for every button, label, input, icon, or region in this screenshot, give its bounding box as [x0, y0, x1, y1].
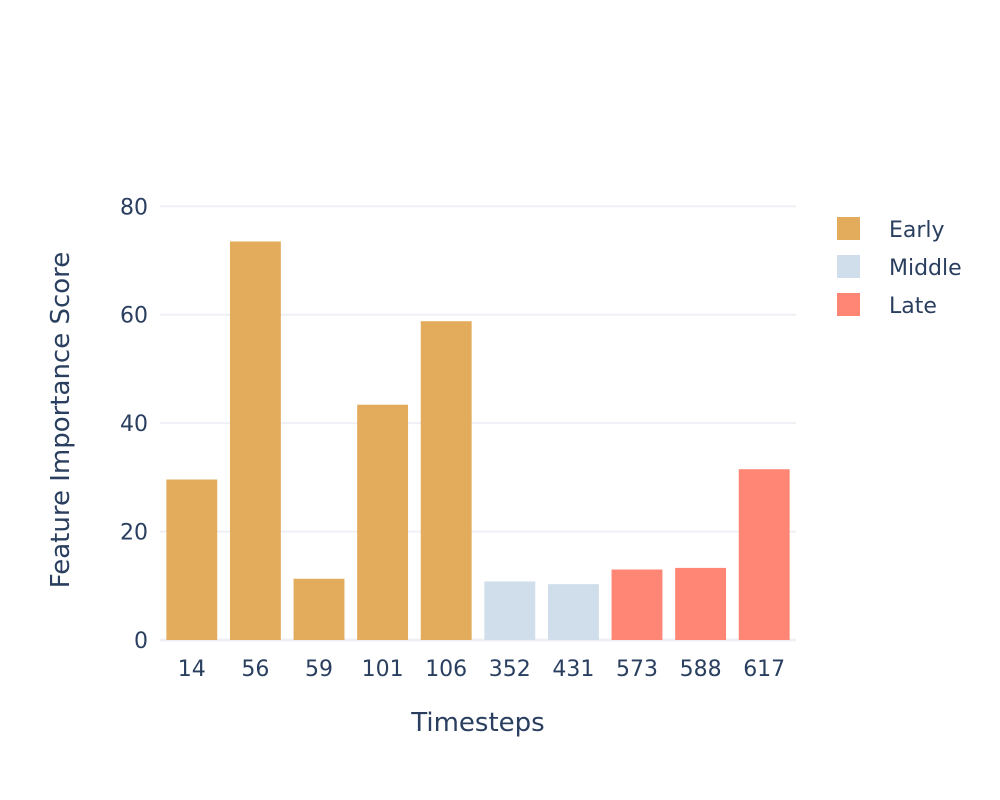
- bar-617: [738, 469, 790, 640]
- y-axis-ticks: 0 20 40 60 80: [120, 195, 148, 654]
- bar-14: [166, 479, 218, 640]
- y-tick-label: 20: [120, 521, 148, 546]
- x-axis-ticks: 14 56 59 101 106 352 431 573 588 617: [178, 657, 785, 682]
- bar-106: [420, 321, 472, 640]
- bar-56: [229, 241, 281, 640]
- bars: [166, 241, 790, 640]
- y-tick-label: 0: [134, 629, 148, 654]
- legend-swatch-middle: [837, 255, 860, 278]
- bar-352: [484, 581, 536, 640]
- y-tick-label: 80: [120, 195, 148, 220]
- x-tick-label: 617: [743, 657, 785, 682]
- legend-label-middle: Middle: [889, 256, 962, 281]
- bar-588: [675, 567, 727, 640]
- legend-swatch-early: [837, 217, 860, 240]
- legend: Early Middle Late: [837, 217, 962, 319]
- bar-59: [293, 578, 345, 640]
- x-tick-label: 56: [241, 657, 269, 682]
- y-tick-label: 60: [120, 304, 148, 329]
- x-tick-label: 352: [489, 657, 531, 682]
- x-tick-label: 573: [616, 657, 658, 682]
- bar-101: [357, 404, 409, 640]
- legend-label-late: Late: [889, 294, 937, 319]
- x-tick-label: 431: [552, 657, 594, 682]
- y-axis-title: Feature Importance Score: [46, 252, 76, 589]
- x-tick-label: 101: [362, 657, 404, 682]
- legend-swatch-late: [837, 293, 860, 316]
- y-tick-label: 40: [120, 412, 148, 437]
- x-tick-label: 106: [425, 657, 467, 682]
- x-tick-label: 14: [178, 657, 206, 682]
- x-tick-label: 59: [305, 657, 333, 682]
- bar-573: [611, 569, 663, 640]
- x-tick-label: 588: [680, 657, 722, 682]
- bar-431: [547, 584, 599, 640]
- legend-label-early: Early: [889, 218, 945, 243]
- x-axis-title: Timesteps: [410, 708, 544, 738]
